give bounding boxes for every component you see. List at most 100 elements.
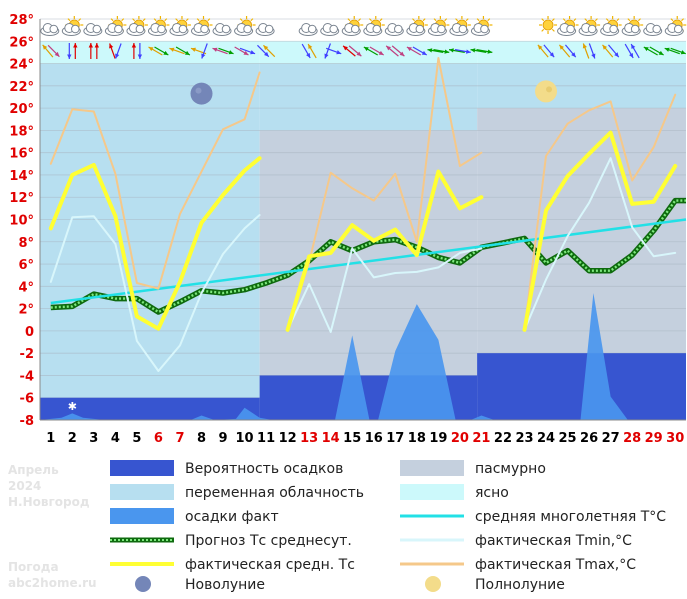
weather-icon: [255, 23, 275, 36]
cloud-puff: [71, 24, 80, 34]
weather-icon: [406, 16, 428, 36]
sun-ray: [142, 18, 146, 22]
cloud-puff: [437, 24, 446, 34]
wind-arrow-icon: [449, 48, 454, 53]
wind-arrow-icon: [629, 52, 634, 58]
wind-arrow-icon: [399, 51, 405, 57]
series-tmax-line: [49, 71, 261, 290]
cloud-band-clear: [477, 41, 686, 64]
legend-swatch: [110, 484, 174, 500]
sun-ray: [347, 18, 351, 22]
legend-item-precip_fact: осадки факт: [110, 508, 279, 525]
wind-arrow-icon: [264, 51, 269, 57]
y-tick-label: 16°: [9, 147, 34, 162]
series-tavg-line: [285, 169, 484, 332]
wind-arrow-icon: [336, 50, 342, 55]
full-moon-crater: [546, 86, 553, 93]
series-tmin-line: [523, 157, 677, 331]
wind-arrow-icon: [243, 50, 249, 55]
wind-arrow-icon: [356, 51, 362, 57]
sun-ray: [175, 18, 179, 22]
x-tick-label: 21: [472, 431, 490, 446]
sun-ray: [584, 18, 588, 22]
sun-ray: [422, 18, 426, 22]
wind-arrow-icon: [487, 49, 493, 54]
sun-ray: [379, 18, 383, 22]
cloud-puff: [329, 24, 339, 34]
cloud-puff: [243, 24, 252, 34]
weather-icon: [83, 23, 103, 36]
legend-label: переменная облачность: [185, 485, 364, 501]
cloud-puff: [372, 24, 382, 34]
sun-ray: [110, 18, 114, 22]
weather-icon: [449, 16, 471, 36]
legend-label: Полнолуние: [475, 577, 565, 593]
sun-ray: [412, 18, 416, 22]
sun-ray: [465, 18, 469, 22]
wind-arrow-icon: [324, 53, 329, 59]
x-tick-label: 19: [429, 431, 447, 446]
wind-arrow-icon: [88, 43, 94, 48]
wind-arrow-icon: [250, 50, 256, 55]
series-tavg-line: [48, 156, 262, 331]
x-tick-label: 20: [451, 431, 469, 446]
x-tick-label: 26: [580, 431, 598, 446]
sun-ray: [616, 18, 620, 22]
weather-icon: [539, 16, 558, 34]
x-tick-label: 15: [343, 431, 361, 446]
sun-ray: [358, 18, 362, 22]
legend-item-clear: ясно: [400, 484, 509, 501]
sun-ray: [541, 18, 545, 22]
y-tick-label: -4: [20, 369, 34, 384]
cloud-puff: [350, 24, 360, 34]
y-tick-label: 26°: [9, 35, 34, 50]
series-tavg-line: [522, 130, 678, 332]
y-tick-label: -2: [20, 347, 34, 362]
wind-arrow-icon: [427, 48, 433, 53]
sun-ray: [368, 18, 372, 22]
x-tick-label: 13: [300, 431, 318, 446]
sun-ray: [627, 18, 631, 22]
wind-arrow-icon: [54, 51, 60, 57]
wind-arrow-icon: [421, 50, 427, 55]
wind-arrow-icon: [537, 44, 543, 50]
y-tick-label: 20°: [9, 102, 34, 117]
series-tmin-line: [286, 247, 483, 333]
cloud-puff: [49, 24, 59, 34]
sun-ray: [185, 18, 189, 22]
cloud-puff: [587, 24, 597, 34]
snow-icon: ✱: [68, 400, 77, 413]
legend-swatch: [110, 508, 174, 524]
wind-arrow-icon: [184, 50, 190, 55]
weather-icon: [578, 16, 601, 36]
cloud-puff: [415, 24, 425, 34]
wind-arrow-icon: [94, 43, 100, 48]
x-tick-label: 12: [279, 431, 297, 446]
legend-label: фактическая Tmin,°С: [475, 533, 632, 549]
sun-icon: [542, 19, 554, 31]
cloud-puff: [157, 24, 166, 34]
legend-label: Прогноз Тс среднесут.: [185, 533, 352, 549]
cloud-puff: [114, 24, 123, 34]
sun-ray: [594, 18, 598, 22]
wind-arrow-icon: [73, 43, 78, 48]
weather-icon: [600, 16, 622, 36]
wind-arrow-icon: [228, 50, 234, 55]
wind-arrow-icon: [363, 47, 369, 52]
x-tick-label: 7: [175, 431, 184, 446]
weather-icon: [470, 16, 493, 36]
wind-arrow-icon: [169, 47, 175, 52]
weather-icon: [363, 16, 385, 36]
wind-arrow-icon: [406, 47, 412, 52]
legend-item-precip_probability: Вероятность осадков: [110, 460, 343, 477]
x-tick-label: 10: [236, 431, 254, 446]
x-tick-label: 18: [408, 431, 426, 446]
weather-icon: [643, 23, 663, 36]
x-tick-label: 30: [666, 431, 684, 446]
x-tick-label: 3: [89, 431, 98, 446]
y-tick-label: 18°: [9, 124, 34, 139]
wind-arrow-icon: [378, 50, 384, 55]
x-tick-label: 6: [154, 431, 163, 446]
x-tick-label: 22: [494, 431, 512, 446]
